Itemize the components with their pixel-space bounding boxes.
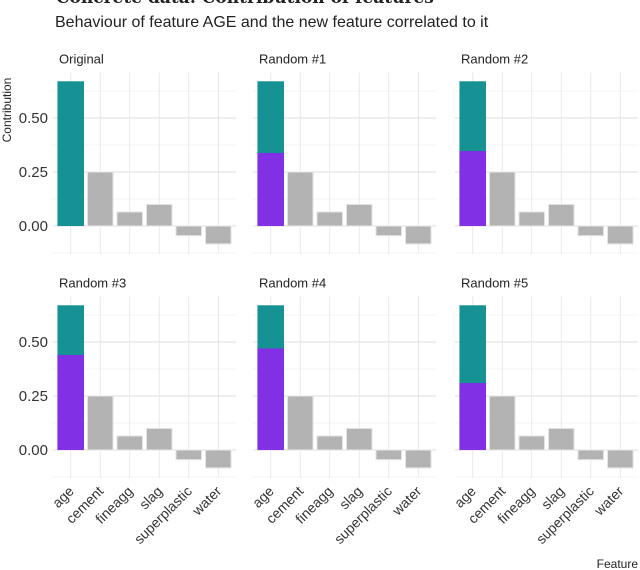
bar-random-feature [459, 151, 486, 226]
facet-title: Random #5 [461, 276, 528, 291]
x-tick-label: water [188, 483, 224, 519]
bar-cement [86, 171, 114, 227]
bar-slag [547, 203, 575, 227]
bar-water [405, 225, 432, 245]
chart-subtitle: Behaviour of feature AGE and the new fea… [55, 14, 489, 31]
bar-slag [145, 427, 173, 451]
facet-title: Original [59, 52, 104, 67]
bar-fineagg [316, 435, 344, 451]
chart-title: Concrete data: Contribution of features [56, 0, 434, 8]
y-tick-label: 0.00 [19, 442, 48, 459]
bar-slag [145, 203, 173, 227]
bar-cement [286, 171, 314, 227]
bar-random-feature [257, 348, 284, 450]
bar-cement [488, 171, 516, 227]
bar-slag [345, 203, 373, 227]
bar-water [607, 449, 634, 469]
facet-title: Random #1 [259, 52, 326, 67]
bar-slag [547, 427, 575, 451]
bar-water [205, 449, 232, 469]
x-tick-label: water [590, 483, 626, 519]
bar-random-feature [57, 354, 84, 450]
bar-water [205, 225, 232, 245]
bar-fineagg [518, 211, 546, 227]
bar-age [57, 81, 84, 226]
bar-water [405, 449, 432, 469]
bar-cement [488, 395, 516, 451]
y-tick-label: 0.50 [19, 110, 48, 127]
facet-title: Random #4 [259, 276, 326, 291]
bar-superplastic [375, 225, 403, 237]
y-tick-label: 0.50 [19, 334, 48, 351]
bar-fineagg [116, 211, 144, 227]
bar-fineagg [518, 435, 546, 451]
bar-superplastic [577, 449, 605, 461]
y-tick-label: 0.00 [19, 218, 48, 235]
bar-fineagg [116, 435, 144, 451]
bar-random-feature [257, 152, 284, 226]
x-tick-label: water [388, 483, 424, 519]
bar-superplastic [577, 225, 605, 237]
bar-fineagg [316, 211, 344, 227]
bar-superplastic [375, 449, 403, 461]
facet-title: Random #2 [461, 52, 528, 67]
bar-random-feature [459, 383, 486, 450]
y-tick-label: 0.25 [19, 164, 48, 181]
y-axis-label: Contribution [0, 78, 14, 143]
bar-cement [286, 395, 314, 451]
bar-slag [345, 427, 373, 451]
bar-water [607, 225, 634, 245]
bar-superplastic [175, 449, 203, 461]
bar-superplastic [175, 225, 203, 237]
facet-title: Random #3 [59, 276, 126, 291]
bar-cement [86, 395, 114, 451]
y-tick-label: 0.25 [19, 388, 48, 405]
x-axis-label: Feature [597, 557, 639, 570]
